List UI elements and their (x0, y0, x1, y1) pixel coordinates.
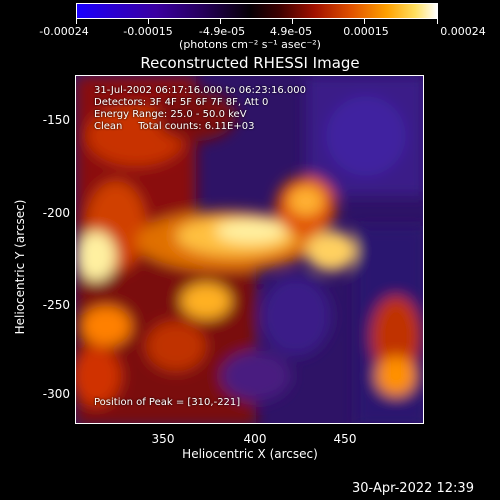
annotation-detectors: Detectors: 3F 4F 5F 6F 7F 8F, Att 0 (94, 97, 269, 108)
colorbar-tick-label: 4.9e-05 (269, 25, 313, 38)
colorbar-tick (220, 19, 221, 24)
rhessi-image (75, 75, 424, 424)
y-tick-label: -250 (42, 298, 70, 312)
annotation-time-range: 31-Jul-2002 06:17:16.000 to 06:23:16.000 (94, 85, 306, 96)
annotation-counts: Clean Total counts: 6.11E+03 (94, 121, 255, 132)
colorbar-tick (148, 19, 149, 24)
x-tick-label: 350 (151, 432, 175, 446)
x-tick-label: 450 (333, 432, 357, 446)
y-axis-label: Heliocentric Y (arcsec) (13, 199, 27, 335)
colorbar-tick (364, 19, 365, 24)
colorbar-tick-label: -0.00024 (39, 25, 89, 38)
image-title: Reconstructed RHESSI Image (140, 54, 360, 72)
y-tick-label: -300 (42, 387, 70, 401)
y-tick-label: -200 (42, 206, 70, 220)
x-axis-label: Heliocentric X (arcsec) (182, 447, 318, 461)
colorbar-tick-label: 0.00024 (440, 25, 486, 38)
colorbar (76, 3, 438, 19)
colorbar-tick-label: -4.9e-05 (198, 25, 246, 38)
annotation-peak: Position of Peak = [310,-221] (94, 397, 241, 408)
colorbar-units: (photons cm⁻² s⁻¹ asec⁻²) (179, 38, 321, 51)
colorbar-tick-label: -0.00015 (123, 25, 173, 38)
annotation-energy: Energy Range: 25.0 - 50.0 keV (94, 109, 247, 120)
y-tick-label: -150 (42, 113, 70, 127)
colorbar-tick-label: 0.00015 (343, 25, 389, 38)
colorbar-tick (292, 19, 293, 24)
image-heatmap (76, 76, 423, 423)
colorbar-tick (437, 19, 438, 24)
colorbar-tick (76, 19, 77, 24)
x-tick-label: 400 (243, 432, 267, 446)
timestamp: 30-Apr-2022 12:39 (352, 481, 474, 496)
